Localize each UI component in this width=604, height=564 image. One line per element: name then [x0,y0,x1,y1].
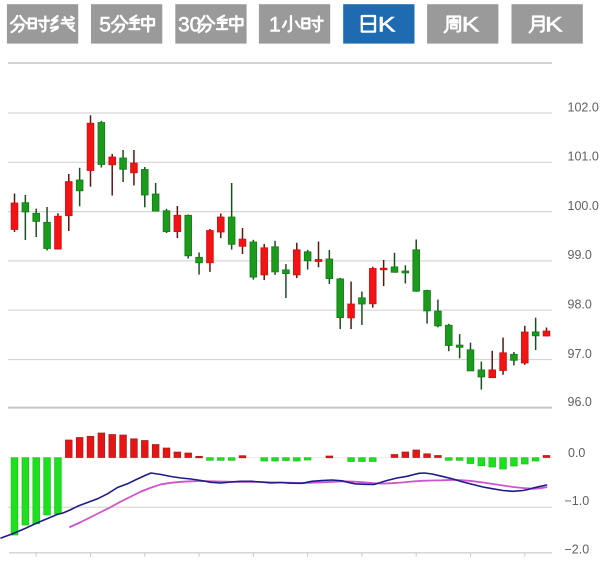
svg-text:98.0: 98.0 [568,298,592,312]
svg-text:0.0: 0.0 [568,446,585,460]
svg-text:97.0: 97.0 [568,347,592,361]
svg-text:101.0: 101.0 [568,150,599,164]
svg-text:−2.0: −2.0 [565,542,590,556]
svg-text:99.0: 99.0 [568,248,592,262]
svg-text:K: K [462,13,480,37]
svg-text:100.0: 100.0 [568,199,599,213]
svg-text:30: 30 [178,13,201,36]
svg-text:96.0: 96.0 [568,395,592,409]
svg-text:5: 5 [99,13,111,36]
svg-text:K: K [545,13,563,37]
svg-text:1: 1 [269,13,281,36]
svg-text:−1.0: −1.0 [565,494,590,508]
svg-text:102.0: 102.0 [568,101,599,115]
svg-text:K: K [378,13,396,37]
